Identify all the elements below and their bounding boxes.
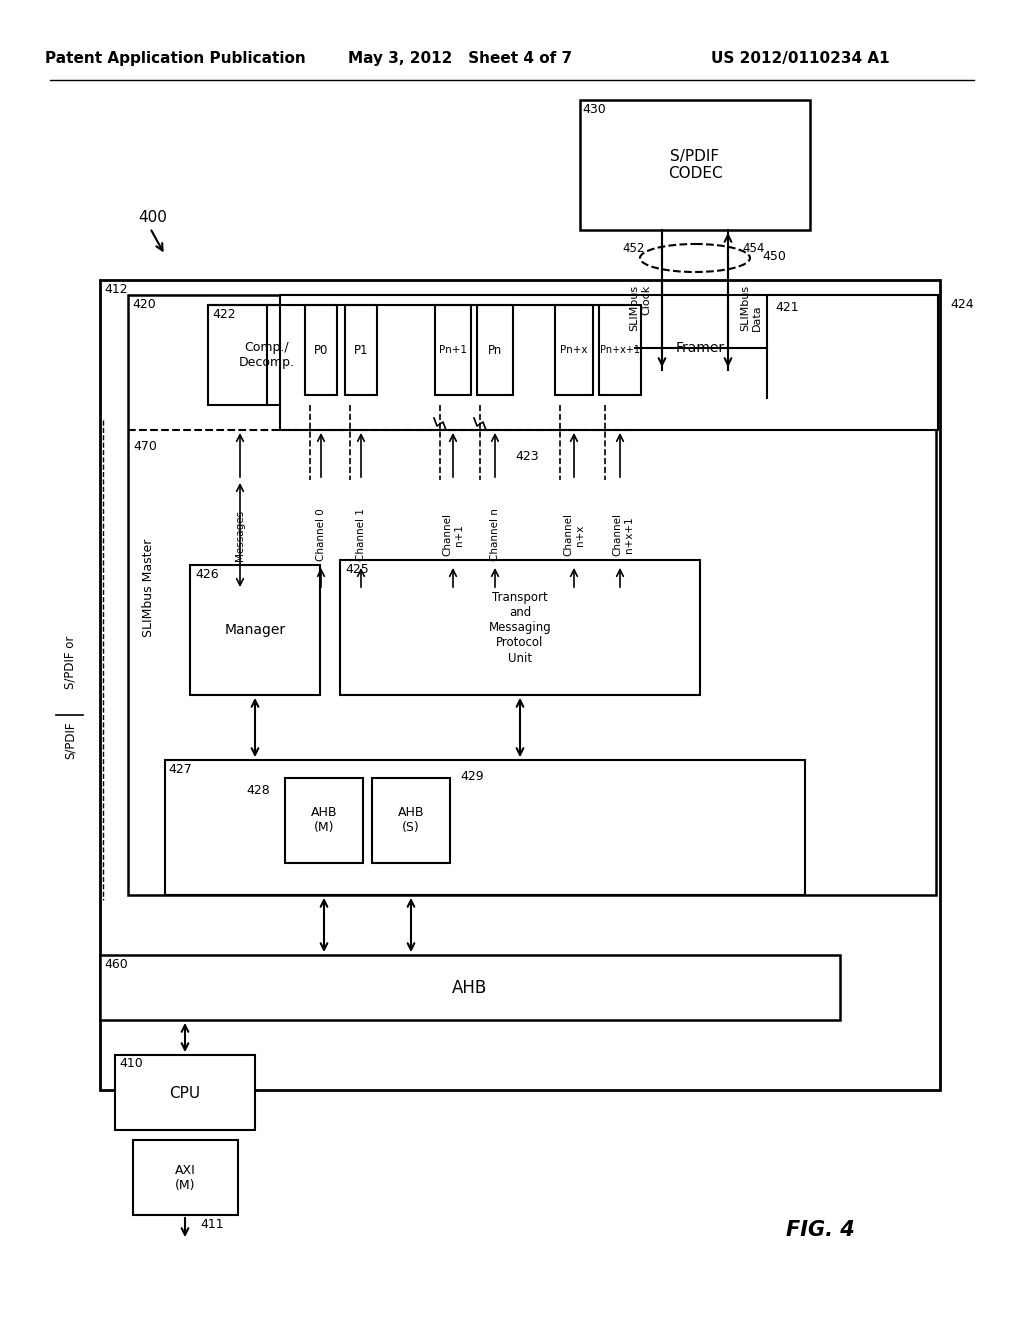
Bar	[165, 760, 805, 895]
Bar	[435, 305, 471, 395]
Text: 425: 425	[345, 564, 369, 576]
Bar	[555, 305, 593, 395]
Text: S/PDIF
CODEC: S/PDIF CODEC	[668, 149, 722, 181]
Bar	[133, 1140, 238, 1214]
Text: S/PDIF or: S/PDIF or	[63, 631, 77, 689]
Text: Messages: Messages	[234, 510, 245, 561]
Text: CPU: CPU	[169, 1085, 201, 1101]
Text: Manager: Manager	[224, 623, 286, 638]
Text: SLIMbus
Data: SLIMbus Data	[740, 285, 762, 331]
Text: 427: 427	[168, 763, 191, 776]
Text: Patent Application Publication: Patent Application Publication	[45, 50, 305, 66]
Bar	[345, 305, 377, 395]
Text: AHB: AHB	[453, 979, 487, 997]
Text: 426: 426	[195, 568, 219, 581]
Text: SLIMbus Master: SLIMbus Master	[141, 539, 155, 638]
Text: 411: 411	[200, 1218, 223, 1232]
Text: 412: 412	[104, 282, 128, 296]
Bar	[128, 294, 936, 895]
Text: Channel
n+1: Channel n+1	[442, 513, 464, 557]
Text: Comp./
Decomp.: Comp./ Decomp.	[239, 341, 295, 370]
Text: AXI
(M): AXI (M)	[175, 1164, 196, 1192]
Text: 400: 400	[138, 210, 167, 226]
Text: Pn+x: Pn+x	[560, 345, 588, 355]
Text: Pn+x+1: Pn+x+1	[600, 345, 640, 355]
Text: 420: 420	[132, 298, 156, 312]
Text: 424: 424	[950, 298, 974, 312]
Bar	[285, 777, 362, 863]
Text: Pn: Pn	[487, 343, 502, 356]
Text: Channel
n+x: Channel n+x	[563, 513, 585, 557]
Bar	[208, 305, 326, 405]
Text: Channel
n+x+1: Channel n+x+1	[612, 513, 634, 557]
Text: 423: 423	[515, 450, 539, 463]
Text: 450: 450	[762, 251, 785, 264]
Bar	[635, 298, 765, 399]
Bar	[190, 565, 319, 696]
Bar	[100, 280, 940, 1090]
Bar	[340, 560, 700, 696]
Text: 430: 430	[582, 103, 606, 116]
Text: Pn+1: Pn+1	[439, 345, 467, 355]
Text: Channel 0: Channel 0	[316, 508, 326, 561]
Bar	[580, 100, 810, 230]
Text: P1: P1	[353, 343, 369, 356]
Text: P0: P0	[313, 343, 328, 356]
Text: 429: 429	[460, 771, 483, 784]
Text: Channel 1: Channel 1	[356, 508, 366, 561]
Text: AHB
(M): AHB (M)	[310, 807, 337, 834]
Text: AHB
(S): AHB (S)	[397, 807, 424, 834]
Text: 470: 470	[133, 440, 157, 453]
Bar	[100, 954, 840, 1020]
Text: May 3, 2012   Sheet 4 of 7: May 3, 2012 Sheet 4 of 7	[348, 50, 572, 66]
Text: Framer: Framer	[676, 341, 725, 355]
Text: FIG. 4: FIG. 4	[785, 1220, 854, 1239]
Text: SLIMbus
Clock: SLIMbus Clock	[630, 285, 651, 331]
Bar	[280, 294, 938, 430]
Text: 460: 460	[104, 958, 128, 972]
Bar	[115, 1055, 255, 1130]
Text: 421: 421	[775, 301, 799, 314]
Text: S/PDIF: S/PDIF	[63, 721, 77, 759]
Bar	[477, 305, 513, 395]
Text: 410: 410	[119, 1057, 142, 1071]
Text: 452: 452	[623, 242, 645, 255]
Text: 422: 422	[212, 308, 236, 321]
Bar	[599, 305, 641, 395]
Text: 454: 454	[742, 242, 764, 255]
Text: Channel n: Channel n	[490, 508, 500, 561]
Bar	[305, 305, 337, 395]
Text: 428: 428	[246, 784, 270, 796]
Bar	[372, 777, 450, 863]
Text: Transport
and
Messaging
Protocol
Unit: Transport and Messaging Protocol Unit	[488, 591, 551, 664]
Text: US 2012/0110234 A1: US 2012/0110234 A1	[711, 50, 889, 66]
